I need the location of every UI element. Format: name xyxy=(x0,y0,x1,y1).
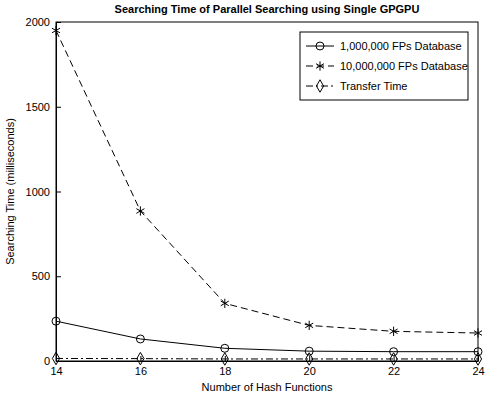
marker xyxy=(474,348,482,356)
tick-label: 0 xyxy=(44,355,50,367)
marker xyxy=(52,352,59,364)
marker xyxy=(136,206,144,215)
y-axis-title: Searching Time (milliseconds) xyxy=(4,118,16,265)
tick-mark xyxy=(56,276,61,277)
chart: 14 16 18 20 22 24 0 500 1000 1500 2000 1,000,000 FP… xyxy=(0,0,500,401)
legend-marker xyxy=(316,42,324,50)
data-layer xyxy=(52,26,482,365)
tick-label: 2000 xyxy=(26,16,50,28)
marker xyxy=(52,317,60,325)
marker xyxy=(136,335,144,343)
tick-mark xyxy=(394,356,395,361)
x-axis-title: Number of Hash Functions xyxy=(202,381,333,393)
marker xyxy=(474,353,481,365)
tick-mark xyxy=(309,356,310,361)
legend-marker xyxy=(316,80,323,92)
tick-label: 22 xyxy=(388,365,400,377)
tick-label: 14 xyxy=(50,365,62,377)
tick-label: 16 xyxy=(135,365,147,377)
marker xyxy=(390,353,397,365)
y-axis: 0 500 1000 1500 2000 xyxy=(26,16,61,367)
chart-title: Searching Time of Parallel Searching usi… xyxy=(115,3,420,15)
tick-mark xyxy=(56,107,61,108)
marker xyxy=(221,353,228,365)
legend: 1,000,000 FPs Database 10,000,000 FPs Dat… xyxy=(300,32,468,100)
legend-label: Transfer Time xyxy=(340,80,407,92)
marker xyxy=(221,299,229,308)
tick-label: 20 xyxy=(304,365,316,377)
marker xyxy=(137,352,144,364)
marker xyxy=(305,347,313,355)
marker xyxy=(390,327,398,336)
marker xyxy=(306,353,313,365)
legend-box xyxy=(300,32,468,100)
tick: 1500 xyxy=(26,101,61,113)
tick-label: 1500 xyxy=(26,101,50,113)
axis-line xyxy=(57,361,479,362)
series-line xyxy=(56,358,478,360)
legend-marker xyxy=(316,61,324,70)
plot: 14 16 18 20 22 24 0 500 1000 1500 2000 1,000,000 FP… xyxy=(26,16,485,377)
series-line xyxy=(56,30,478,333)
marker xyxy=(474,328,482,337)
tick-label: 1000 xyxy=(26,186,50,198)
tick-mark xyxy=(56,192,61,193)
tick: 500 xyxy=(32,270,61,282)
x-axis: 14 16 18 20 22 24 xyxy=(50,356,484,377)
legend-line xyxy=(306,46,334,47)
plot-frame xyxy=(56,22,478,361)
marker xyxy=(305,321,313,330)
marker xyxy=(390,348,398,356)
marker xyxy=(221,344,229,352)
legend-label: 1,000,000 FPs Database xyxy=(340,40,462,52)
tick-label: 500 xyxy=(32,270,50,282)
series-line xyxy=(56,321,478,352)
tick-mark xyxy=(56,22,61,23)
tick-mark xyxy=(478,356,479,361)
tick-label: 24 xyxy=(472,365,484,377)
tick-label: 18 xyxy=(219,365,231,377)
marker xyxy=(52,26,60,35)
legend-line xyxy=(306,86,334,87)
tick: 1000 xyxy=(26,186,61,198)
legend-label: 10,000,000 FPs Database xyxy=(340,60,468,72)
